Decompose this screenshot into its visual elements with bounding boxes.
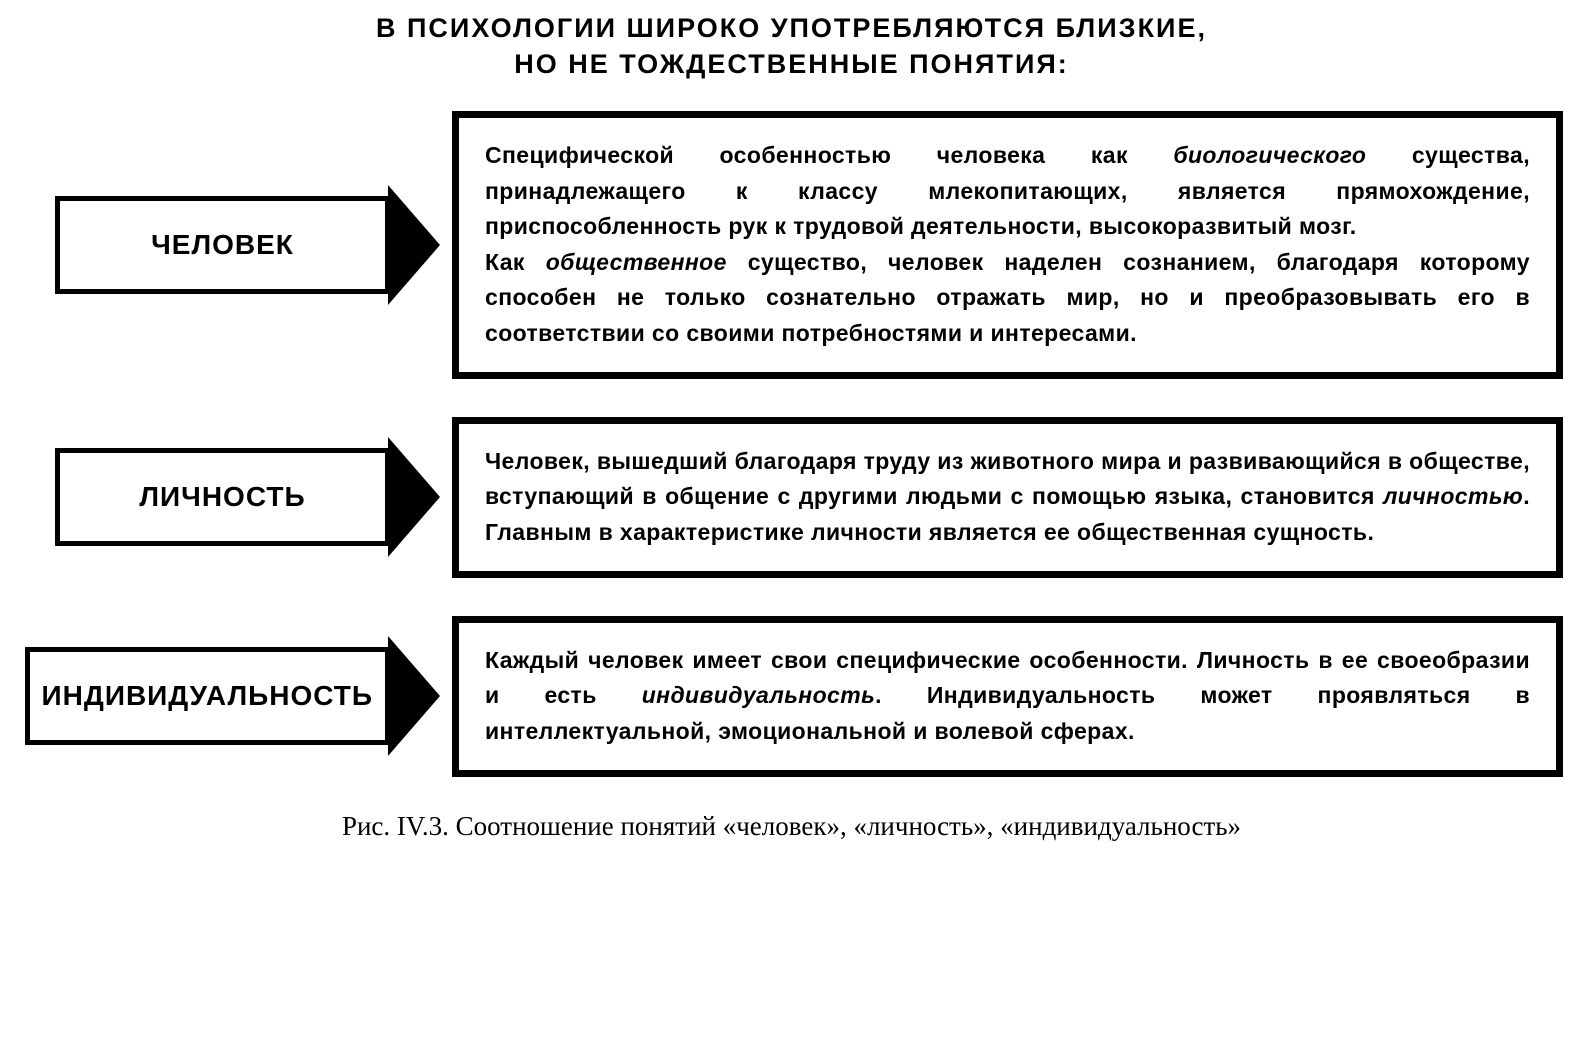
arrow-icon (388, 437, 440, 557)
title-line-1: В ПСИХОЛОГИИ ШИРОКО УПОТРЕБЛЯЮТСЯ БЛИЗКИ… (376, 13, 1207, 43)
definition-box-human: Специфической особенностью человека как … (452, 111, 1563, 379)
term-wrap: ЛИЧНОСТЬ (20, 437, 440, 557)
arrow-icon (388, 185, 440, 305)
concept-row: ИНДИВИДУАЛЬНОСТЬ Каждый человек имеет св… (20, 616, 1563, 777)
concept-row: ЛИЧНОСТЬ Человек, вышедший благодаря тру… (20, 417, 1563, 578)
term-box-individuality: ИНДИВИДУАЛЬНОСТЬ (25, 647, 390, 745)
title-line-2: НО НЕ ТОЖДЕСТВЕННЫЕ ПОНЯТИЯ: (514, 49, 1069, 79)
term-box-human: ЧЕЛОВЕК (55, 196, 390, 294)
term-box-personality: ЛИЧНОСТЬ (55, 448, 390, 546)
diagram-page: В ПСИХОЛОГИИ ШИРОКО УПОТРЕБЛЯЮТСЯ БЛИЗКИ… (0, 0, 1583, 862)
concept-row: ЧЕЛОВЕК Специфической особенностью челов… (20, 111, 1563, 379)
definition-box-individuality: Каждый человек имеет свои специфические … (452, 616, 1563, 777)
term-wrap: ИНДИВИДУАЛЬНОСТЬ (20, 636, 440, 756)
diagram-rows: ЧЕЛОВЕК Специфической особенностью челов… (20, 111, 1563, 777)
definition-box-personality: Человек, вышедший благодаря труду из жив… (452, 417, 1563, 578)
diagram-title: В ПСИХОЛОГИИ ШИРОКО УПОТРЕБЛЯЮТСЯ БЛИЗКИ… (20, 10, 1563, 83)
figure-caption: Рис. IV.3. Соотношение понятий «человек»… (20, 811, 1563, 842)
term-wrap: ЧЕЛОВЕК (20, 185, 440, 305)
arrow-icon (388, 636, 440, 756)
